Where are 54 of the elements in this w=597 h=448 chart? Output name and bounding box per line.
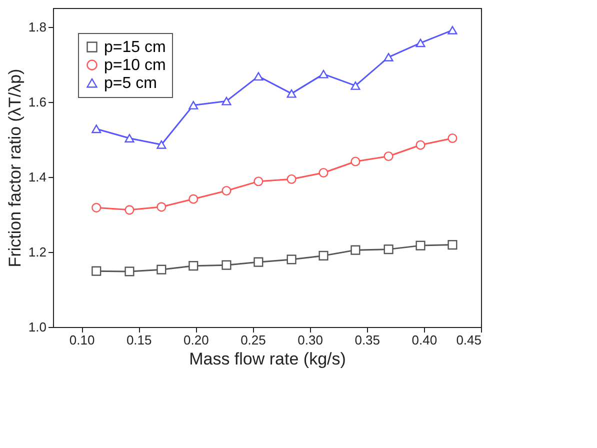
point: [156, 140, 166, 149]
point: [254, 176, 264, 186]
y-tick-label: 1.4: [28, 169, 46, 184]
point: [188, 100, 198, 110]
point: [124, 266, 134, 276]
legend-label: p=15 cm: [104, 39, 166, 56]
point: [156, 202, 166, 212]
x-tick-label: 0.35: [354, 332, 380, 348]
point: [188, 261, 198, 271]
point: [416, 240, 426, 250]
point: [222, 96, 232, 106]
point: [92, 124, 102, 134]
y-tick-label: 1.0: [28, 320, 46, 334]
point: [350, 245, 360, 255]
x-tick-label: 0.30: [298, 332, 323, 348]
y-axis-title: Friction factor ratio (λT/λp): [5, 68, 24, 268]
x-tick-label: 0.45: [456, 332, 482, 348]
point: [188, 194, 198, 204]
point: [416, 38, 426, 48]
x-tick-label: 0.40: [412, 332, 438, 348]
legend-label: p=10 cm: [104, 57, 166, 74]
point: [448, 240, 458, 250]
x-tick-label: 0.15: [126, 332, 152, 348]
point: [92, 266, 102, 276]
point: [286, 174, 296, 184]
x-tick-label: 0.25: [240, 332, 266, 348]
x-tick-label: 0.20: [184, 332, 209, 348]
legend-label: p=5 cm: [104, 75, 157, 92]
point: [448, 133, 458, 143]
point: [156, 264, 166, 274]
y-tick-label: 1.6: [28, 94, 46, 110]
point: [222, 260, 232, 270]
point: [254, 257, 264, 267]
point: [448, 26, 458, 34]
point: [384, 52, 394, 62]
y-tick-label: 1.8: [28, 19, 46, 34]
y-tick-label: 1.2: [28, 244, 46, 260]
point: [286, 89, 296, 98]
point: [350, 81, 360, 90]
point: [254, 72, 264, 81]
x-tick-label: 0.10: [69, 332, 95, 348]
point: [222, 186, 232, 196]
point: [318, 250, 328, 260]
point: [318, 168, 328, 178]
point: [384, 151, 394, 162]
point: [384, 244, 394, 254]
point: [350, 156, 360, 166]
point: [92, 202, 102, 212]
point: [318, 70, 328, 78]
point: [124, 205, 134, 215]
point: [124, 134, 134, 142]
point: [416, 140, 426, 150]
x-axis-title: Mass flow rate (kg/s): [189, 350, 346, 368]
point: [286, 254, 296, 264]
